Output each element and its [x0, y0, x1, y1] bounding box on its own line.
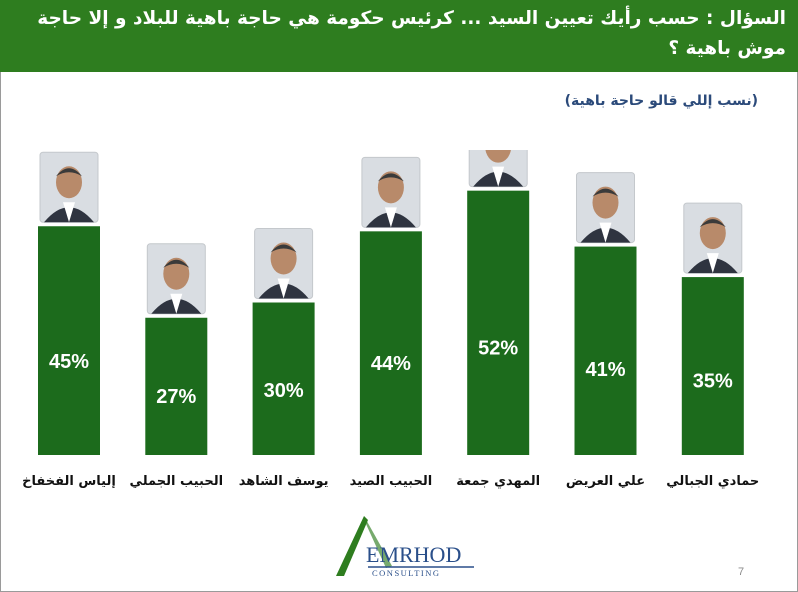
- emrhod-logo: EMRHOD CONSULTING: [330, 512, 476, 580]
- bar-value-label: 27%: [156, 386, 196, 408]
- person-portrait-icon: [39, 151, 99, 223]
- question-text: السؤال : حسب رأيك تعيين السيد ... كرئيس …: [37, 8, 786, 59]
- bar-value-label: 35%: [693, 370, 733, 392]
- bar-value-label: 45%: [49, 351, 89, 373]
- bar: [359, 231, 422, 455]
- bar: [574, 246, 637, 455]
- logo-tagline: CONSULTING: [372, 568, 441, 578]
- bar-value-label: 44%: [371, 353, 411, 375]
- person-portrait-icon: [254, 228, 314, 299]
- category-label: الحبيب الجملي: [130, 474, 224, 489]
- logo-mark-icon: [336, 516, 392, 576]
- person-portrait-icon: [146, 243, 206, 315]
- bar: [681, 277, 744, 455]
- logo-name: EMRHOD: [366, 542, 461, 567]
- bar: [145, 317, 208, 455]
- person-portrait-icon: [361, 156, 421, 228]
- bar-value-label: 30%: [264, 380, 304, 402]
- person-portrait-icon: [576, 172, 635, 244]
- person-portrait-icon: [683, 202, 743, 274]
- category-label: إلياس الفخفاخ: [22, 474, 116, 489]
- page-number: 7: [738, 566, 745, 578]
- category-label: الحبيب الصيد: [350, 474, 433, 489]
- category-label: علي العريض: [566, 474, 645, 489]
- bar: [38, 226, 100, 455]
- chart-subtitle: (نسب إللي قالو حاجة باهية): [564, 93, 758, 109]
- bar-value-label: 52%: [478, 338, 518, 360]
- bar-value-label: 41%: [585, 359, 625, 381]
- bar: [467, 190, 530, 455]
- person-portrait-icon: [468, 150, 528, 188]
- category-label: يوسف الشاهد: [239, 474, 329, 489]
- category-label: حمادي الجبالي: [666, 474, 759, 489]
- bar: [252, 302, 315, 455]
- question-header: السؤال : حسب رأيك تعيين السيد ... كرئيس …: [0, 0, 798, 72]
- bar-chart: 45% إلياس الفخفاخ 27% الحبيب الجملي 30% يوسف …: [22, 150, 759, 489]
- category-label: المهدي جمعة: [456, 474, 540, 489]
